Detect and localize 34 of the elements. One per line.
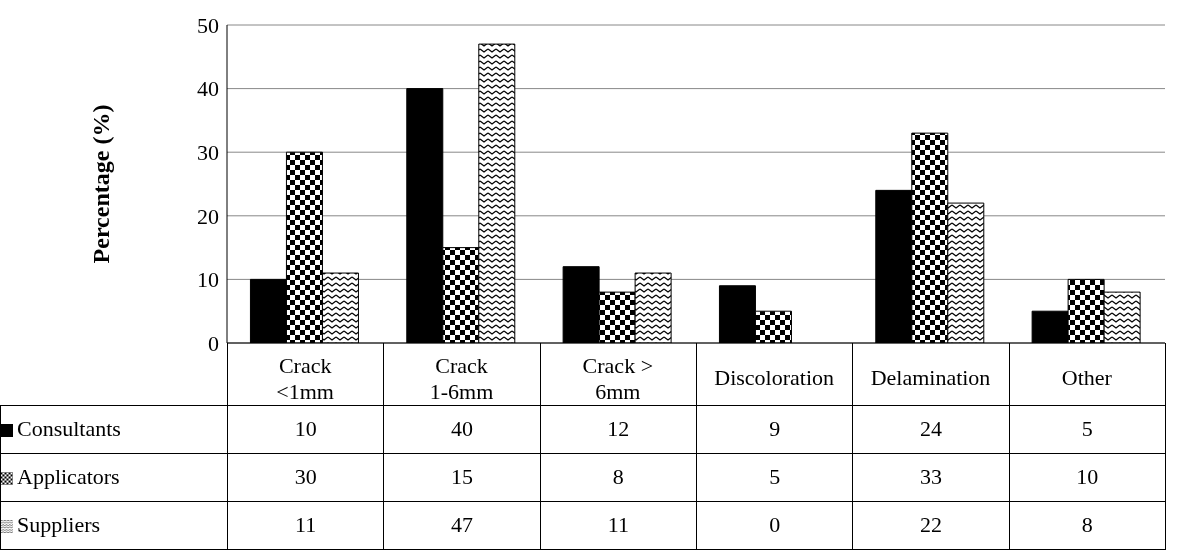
data-label: 22 [852, 501, 1010, 549]
data-label: 15 [383, 453, 541, 501]
y-tick-label: 30 [197, 140, 219, 166]
data-label: 0 [696, 501, 853, 549]
data-label: 30 [227, 453, 384, 501]
y-tick-label: 10 [197, 267, 219, 293]
data-label: 9 [696, 405, 853, 453]
data-label: 24 [852, 405, 1010, 453]
y-tick-label: 40 [197, 76, 219, 102]
data-label: 12 [540, 405, 697, 453]
x-tick-label: Discoloration [714, 365, 835, 390]
x-tick-label: Delamination [870, 365, 991, 390]
y-tick-label: 50 [197, 12, 219, 38]
legend-label: Suppliers [17, 512, 101, 537]
data-label: 8 [540, 453, 697, 501]
data-label: 11 [540, 501, 697, 549]
legend-label: Applicators [17, 464, 120, 489]
data-label: 40 [383, 405, 541, 453]
y-tick-label: 20 [197, 203, 219, 229]
data-label: 10 [1009, 453, 1166, 501]
legend-label: Consultants [17, 416, 121, 441]
x-tick-label: Crack > 6mm [582, 353, 654, 404]
data-label: 47 [383, 501, 541, 549]
data-label: 5 [1009, 405, 1166, 453]
x-tick-label: Crack 1-6mm [429, 353, 494, 404]
data-label: 10 [227, 405, 384, 453]
data-label: 8 [1009, 501, 1166, 549]
y-axis-title: Percentage (%) [87, 104, 114, 264]
x-tick-label: Crack <1mm [276, 353, 334, 404]
data-label: 11 [227, 501, 384, 549]
data-label: 33 [852, 453, 1010, 501]
data-label: 5 [696, 453, 853, 501]
x-tick-label: Other [1061, 365, 1113, 390]
y-tick-label: 0 [208, 330, 219, 356]
